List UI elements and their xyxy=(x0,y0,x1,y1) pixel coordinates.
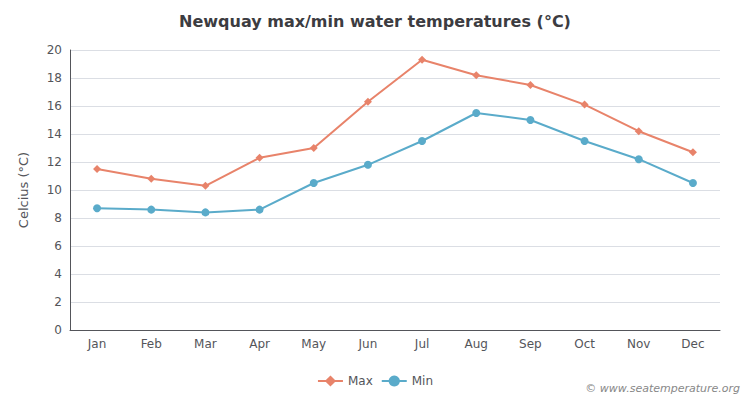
svg-text:12: 12 xyxy=(47,155,62,169)
svg-text:Newquay max/min water temperat: Newquay max/min water temperatures (°C) xyxy=(179,12,571,31)
svg-text:Apr: Apr xyxy=(249,337,270,351)
svg-text:Max: Max xyxy=(348,374,373,388)
svg-text:Jun: Jun xyxy=(358,337,378,351)
svg-text:20: 20 xyxy=(47,43,62,57)
svg-text:2: 2 xyxy=(54,295,62,309)
svg-text:14: 14 xyxy=(47,127,62,141)
svg-text:May: May xyxy=(301,337,326,351)
svg-text:© www.seatemperature.org: © www.seatemperature.org xyxy=(585,382,740,395)
svg-text:16: 16 xyxy=(47,99,62,113)
svg-text:Feb: Feb xyxy=(141,337,162,351)
svg-text:Mar: Mar xyxy=(194,337,217,351)
svg-text:8: 8 xyxy=(54,211,62,225)
svg-text:Sep: Sep xyxy=(519,337,542,351)
svg-text:Nov: Nov xyxy=(627,337,650,351)
svg-text:0: 0 xyxy=(54,323,62,337)
svg-text:Jul: Jul xyxy=(414,337,429,351)
svg-text:18: 18 xyxy=(47,71,62,85)
svg-text:Aug: Aug xyxy=(465,337,488,351)
svg-text:4: 4 xyxy=(54,267,62,281)
svg-text:Min: Min xyxy=(412,374,433,388)
svg-text:Celcius (°C): Celcius (°C) xyxy=(16,152,31,228)
svg-text:Dec: Dec xyxy=(681,337,704,351)
svg-text:6: 6 xyxy=(54,239,62,253)
svg-text:10: 10 xyxy=(47,183,62,197)
svg-text:Oct: Oct xyxy=(574,337,595,351)
svg-text:Jan: Jan xyxy=(87,337,107,351)
